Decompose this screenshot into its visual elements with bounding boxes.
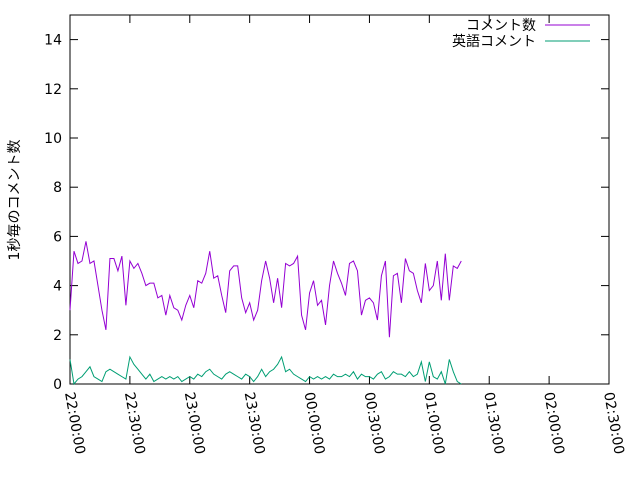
y-tick-label: 12	[44, 82, 62, 98]
x-tick-label: 00:00:00	[301, 391, 328, 456]
x-tick-label: 00:30:00	[361, 391, 388, 456]
x-tick-label: 02:00:00	[540, 391, 567, 456]
x-tick-label: 23:00:00	[181, 391, 208, 456]
plot-border	[69, 14, 610, 385]
y-tick-label: 4	[53, 279, 62, 295]
series-layer	[69, 241, 462, 386]
plot-frame	[69, 14, 610, 385]
series-line	[69, 355, 462, 386]
y-tick-label: 0	[53, 377, 62, 393]
x-tick-label: 22:00:00	[61, 391, 88, 456]
x-tick-label: 02:30:00	[600, 391, 627, 456]
legend-label: 英語コメント	[452, 33, 536, 50]
y-axis-title: 1秒毎のコメント数	[7, 140, 23, 261]
y-tick-label: 10	[44, 131, 62, 147]
y-tick-label: 14	[44, 33, 62, 49]
x-tick-label: 22:30:00	[121, 391, 148, 456]
y-tick-label: 6	[53, 229, 62, 245]
y-tick-label: 2	[53, 328, 62, 344]
legend-label: コメント数	[466, 18, 536, 34]
x-tick-label: 23:30:00	[241, 391, 268, 456]
y-axis: 0 2 4 6 8 10 12 14	[44, 33, 609, 393]
x-tick-label: 01:00:00	[420, 391, 447, 456]
y-tick-label: 8	[53, 180, 62, 196]
x-tick-label: 01:30:00	[480, 391, 507, 456]
x-axis: 22:00:00 22:30:00 23:00:00 23:30:00 00:00:00…	[61, 15, 627, 456]
series-line	[69, 241, 462, 338]
